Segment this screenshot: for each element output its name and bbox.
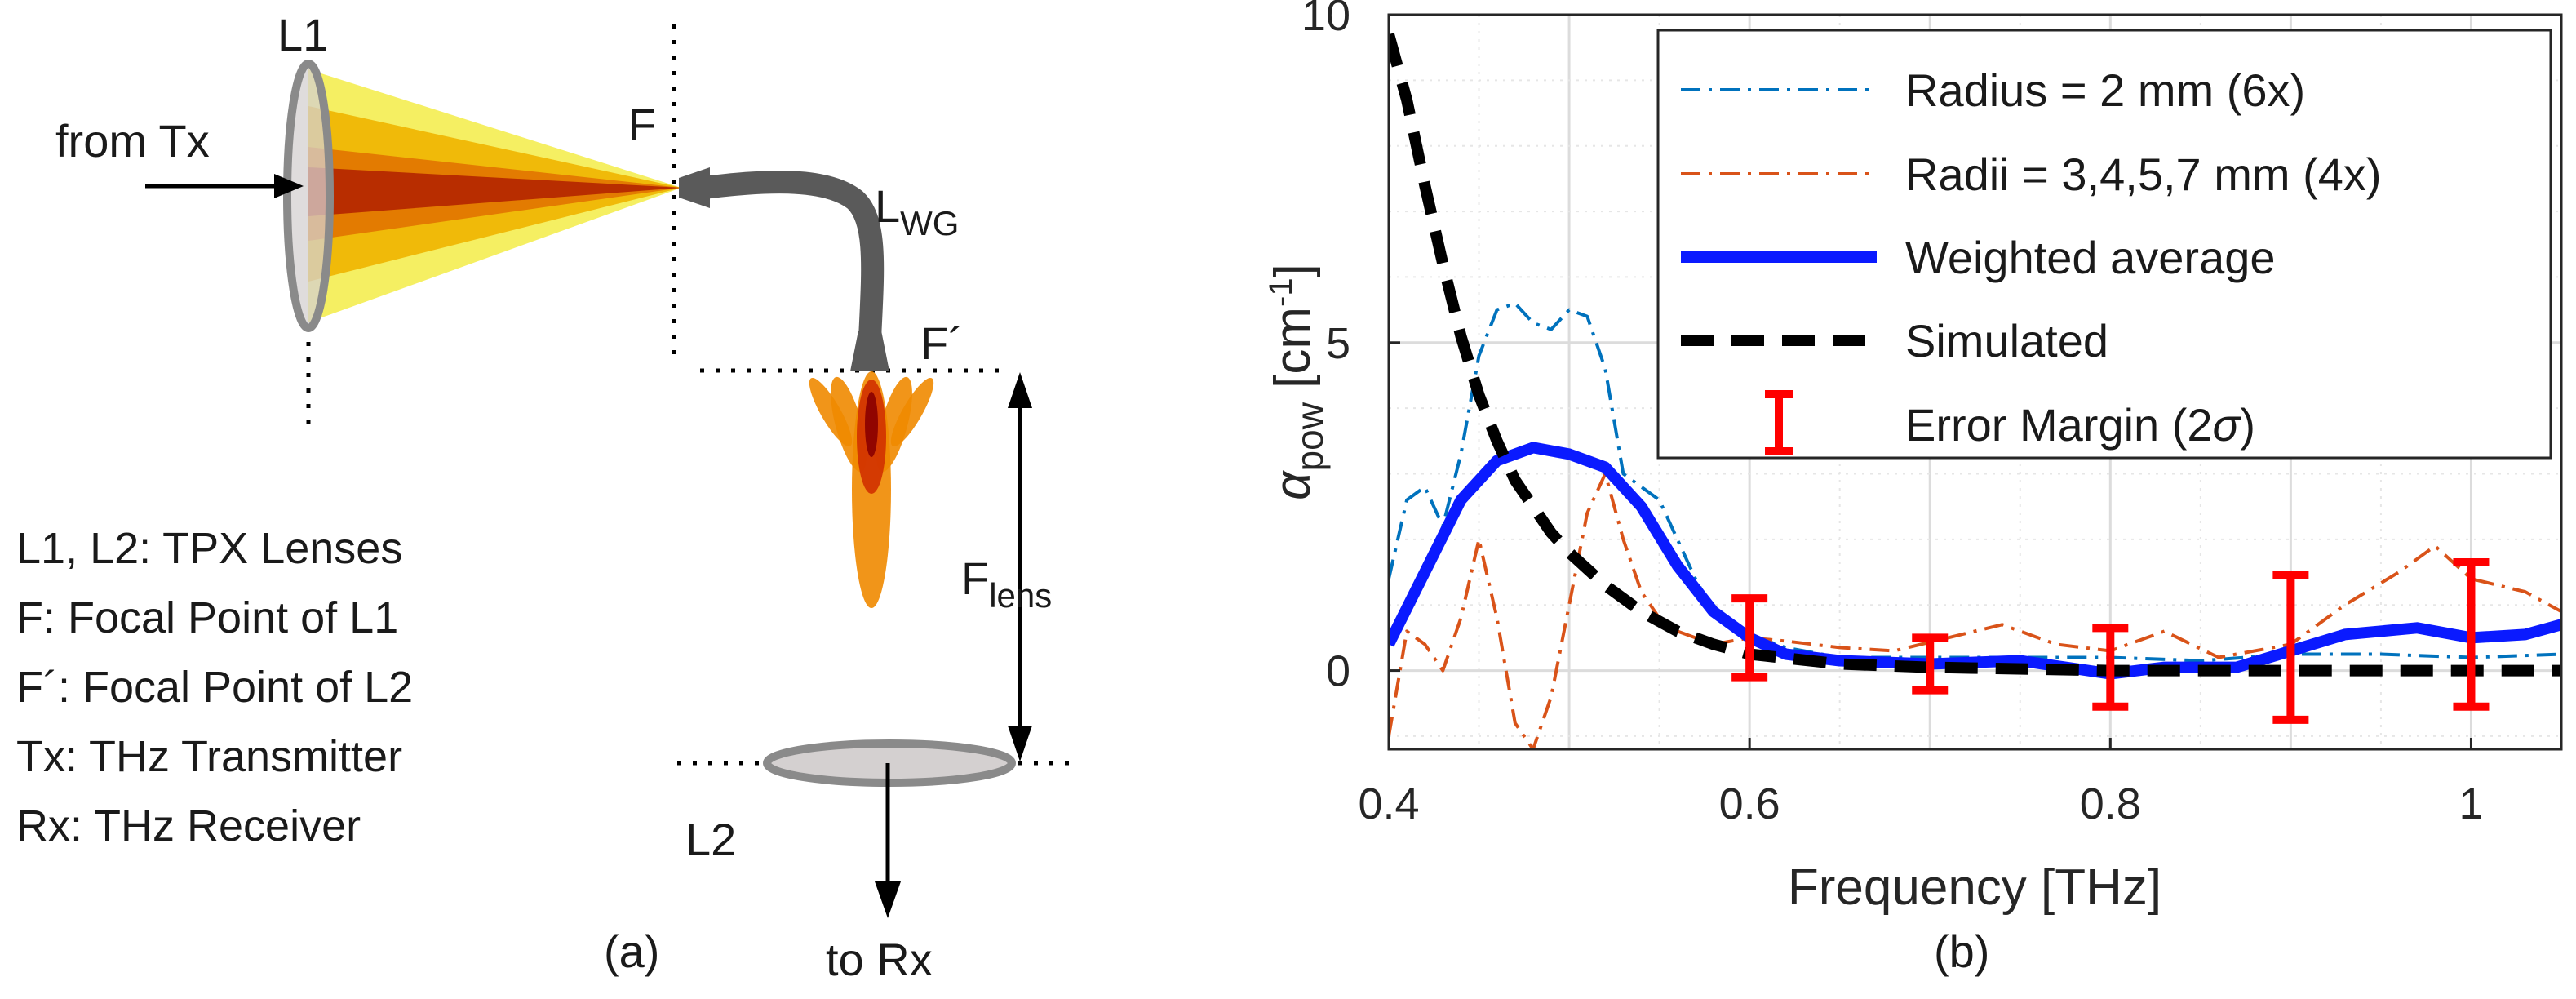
y-tick-label: 10 [1301,0,1350,40]
x-axis-label: Frequency [THz] [1788,859,2161,916]
abbreviation-key: L1, L2: TPX Lenses F: Focal Point of L1 … [16,524,413,850]
error-bar [1731,594,1768,682]
x-tick-label: 0.6 [1719,779,1780,828]
legend-box [1656,29,2552,460]
panel-b-chart: 0.4 0.6 0.8 1 0 5 10 Frequency [THz] αpow [cm… [1263,0,2563,977]
lens-L1 [283,60,334,332]
legend-label-simulated: Simulated [1905,315,2108,366]
legend-label-weighted-average: Weighted average [1905,232,2276,283]
error-bar [2272,571,2309,724]
panel-a-diagram: L1 from Tx F LWG F´ Flens L2 to Rx (a) L… [16,9,1073,985]
waveguide [702,171,885,340]
y-tick-label: 5 [1326,319,1350,368]
key-line-2: F: Focal Point of L1 [16,593,398,642]
series-line-3 [1389,33,2561,677]
error-bar [2453,557,2490,711]
label-to-rx: to Rx [826,934,933,985]
plot-frame [1387,13,2563,751]
flens-arrow-head-bottom [1008,726,1032,761]
x-tick-label: 0.8 [2080,779,2141,828]
legend-label-error-margin: Error Margin (2σ) [1905,399,2255,451]
label-F-prime: F´ [920,317,964,369]
y-tick-label: 0 [1326,647,1350,696]
label-F: F [628,99,656,150]
label-Flens: Flens [961,553,1052,615]
key-line-4: Tx: THz Transmitter [16,732,402,781]
output-radiation-pattern [809,371,934,608]
beam-core [308,167,681,216]
legend-label-radii: Radii = 3,4,5,7 mm (4x) [1905,149,2382,200]
from-tx-arrow-head [274,174,304,198]
x-ticks: 0.4 0.6 0.8 1 [1358,738,2483,828]
to-rx-arrow-head [875,881,901,918]
x-tick-label: 1 [2459,779,2483,828]
x-tick-label: 0.4 [1358,779,1419,828]
waveguide-input-horn [679,167,710,208]
error-bar [2092,624,2129,711]
flens-arrow-head-top [1008,372,1032,408]
key-line-1: L1, L2: TPX Lenses [16,524,402,573]
caption-a: (a) [604,926,659,977]
series-layer [1389,33,2561,749]
caption-b: (b) [1934,926,1989,977]
series-line-0 [1389,301,2561,663]
legend-label-radius-2mm: Radius = 2 mm (6x) [1905,64,2305,116]
y-axis-label: αpow [cm-1] [1263,264,1331,500]
label-L1: L1 [277,9,328,60]
key-line-5: Rx: THz Receiver [16,801,361,850]
key-line-3: F´: Focal Point of L2 [16,663,413,712]
error-bars [1731,557,2490,724]
waveguide-output-horn [850,331,889,371]
error-bar [1912,633,1949,695]
chart-legend: Radius = 2 mm (6x) Radii = 3,4,5,7 mm (4… [1656,29,2552,460]
label-LWG: LWG [875,180,959,242]
y-ticks: 0 5 10 [1301,0,1400,696]
label-L2: L2 [685,814,736,865]
label-from-tx: from Tx [55,115,210,166]
legend-swatch-error-margin [1765,390,1793,455]
